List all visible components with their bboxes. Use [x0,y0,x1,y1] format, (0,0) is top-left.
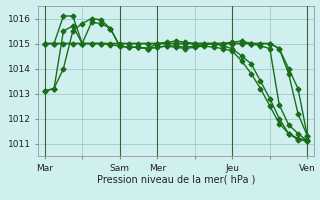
X-axis label: Pression niveau de la mer( hPa ): Pression niveau de la mer( hPa ) [97,174,255,184]
